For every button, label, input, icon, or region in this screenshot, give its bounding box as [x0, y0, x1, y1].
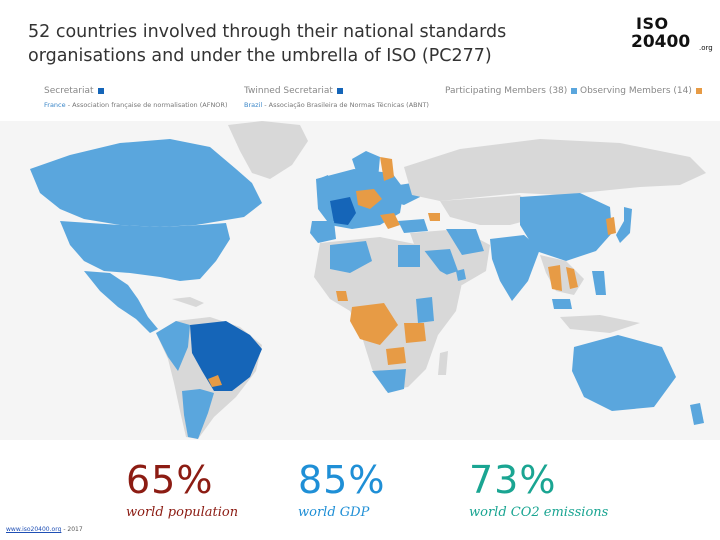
central-asia-shape [440, 195, 540, 225]
legend-observing: Observing Members (14) [580, 86, 702, 96]
south-africa-shape [372, 369, 406, 393]
twinned-body: - Associação Brasileira de Normas Técnic… [264, 101, 429, 109]
west-africa-observing [336, 291, 348, 301]
secretariat-body: - Association française de normalisation… [67, 101, 228, 109]
stat-population-label: world population [126, 505, 239, 520]
finland-shape [380, 157, 394, 181]
secretariat-detail: France - Association française de normal… [44, 101, 227, 109]
world-map [0, 121, 720, 440]
philippines-shape [592, 271, 606, 295]
congo-observing [350, 303, 398, 345]
legend-secretariat: Secretariat [44, 86, 104, 96]
logo-suffix-text: .org [699, 44, 713, 52]
north-africa-shape [330, 241, 372, 273]
legend-twinned-label: Twinned Secretariat [244, 86, 333, 96]
stat-gdp-value: 85% [298, 458, 386, 502]
footer: www.iso20400.org - 2017 [6, 526, 83, 533]
uruguay-shape [208, 375, 222, 387]
twinned-country: Brazil [244, 101, 263, 109]
balkans-observing [380, 213, 400, 229]
turkey-shape [398, 219, 428, 233]
participating-swatch-icon [571, 87, 578, 94]
tanzania-observing [404, 323, 426, 343]
footer-link[interactable]: www.iso20400.org [6, 526, 62, 533]
greenland-shape [228, 121, 308, 179]
iso20400-logo: ISO 20400 .org [630, 14, 713, 54]
se-asia-shape [540, 255, 584, 295]
egypt-shape [398, 245, 420, 267]
uk-shape [318, 175, 332, 199]
thailand-shape [548, 265, 562, 291]
legend-participating-label: Participating Members (38) [445, 86, 568, 96]
stat-co2-label: world CO2 emissions [469, 505, 609, 520]
brazil-shape [190, 321, 262, 391]
legend-observing-label: Observing Members (14) [580, 86, 692, 96]
legend-twinned: Twinned Secretariat [244, 86, 343, 96]
secretariat-country: France [44, 101, 66, 109]
iran-shape [446, 229, 484, 255]
world-map-svg [30, 121, 706, 439]
mexico-shape [84, 271, 158, 333]
central-europe-observing [356, 189, 382, 209]
gulf-shape [456, 269, 466, 281]
china-shape [520, 193, 612, 261]
twinned-swatch-icon [336, 87, 343, 94]
stats-panel [0, 440, 720, 540]
kenya-shape [416, 297, 434, 323]
chile-argentina-shape [182, 389, 214, 439]
indonesia-shape [560, 315, 640, 333]
twinned-detail: Brazil - Associação Brasileira de Normas… [244, 101, 429, 109]
new-zealand-shape [690, 403, 704, 425]
legend-participating: Participating Members (38) [445, 86, 578, 96]
canada-shape [30, 139, 262, 227]
secretariat-swatch-icon [97, 87, 104, 94]
stat-co2-value: 73% [469, 458, 557, 502]
usa-shape [60, 221, 230, 281]
russia-shape [404, 139, 706, 201]
australia-shape [572, 335, 676, 411]
zambia-observing [386, 347, 406, 365]
stat-population-value: 65% [126, 458, 214, 502]
logo-iso-text: ISO [636, 14, 669, 33]
colombia-peru-shape [156, 321, 190, 371]
india-shape [490, 235, 540, 301]
caribbean-shape [172, 297, 204, 307]
observing-swatch-icon [695, 87, 702, 94]
korea-shape [606, 217, 616, 235]
madagascar-shape [438, 351, 448, 375]
footer-year: - 2017 [63, 526, 83, 533]
japan-shape [616, 207, 632, 243]
scandinavia-shape [352, 151, 380, 187]
malaysia-shape [552, 299, 572, 309]
stat-gdp-label: world GDP [298, 505, 370, 520]
page-title: 52 countries involved through their nati… [28, 22, 507, 66]
vietnam-shape [566, 267, 578, 289]
iberia-shape [310, 221, 336, 243]
legend-secretariat-label: Secretariat [44, 86, 94, 96]
logo-number-text: 20400 [631, 32, 691, 52]
france-shape [330, 197, 356, 225]
caucasus-observing [428, 213, 440, 221]
